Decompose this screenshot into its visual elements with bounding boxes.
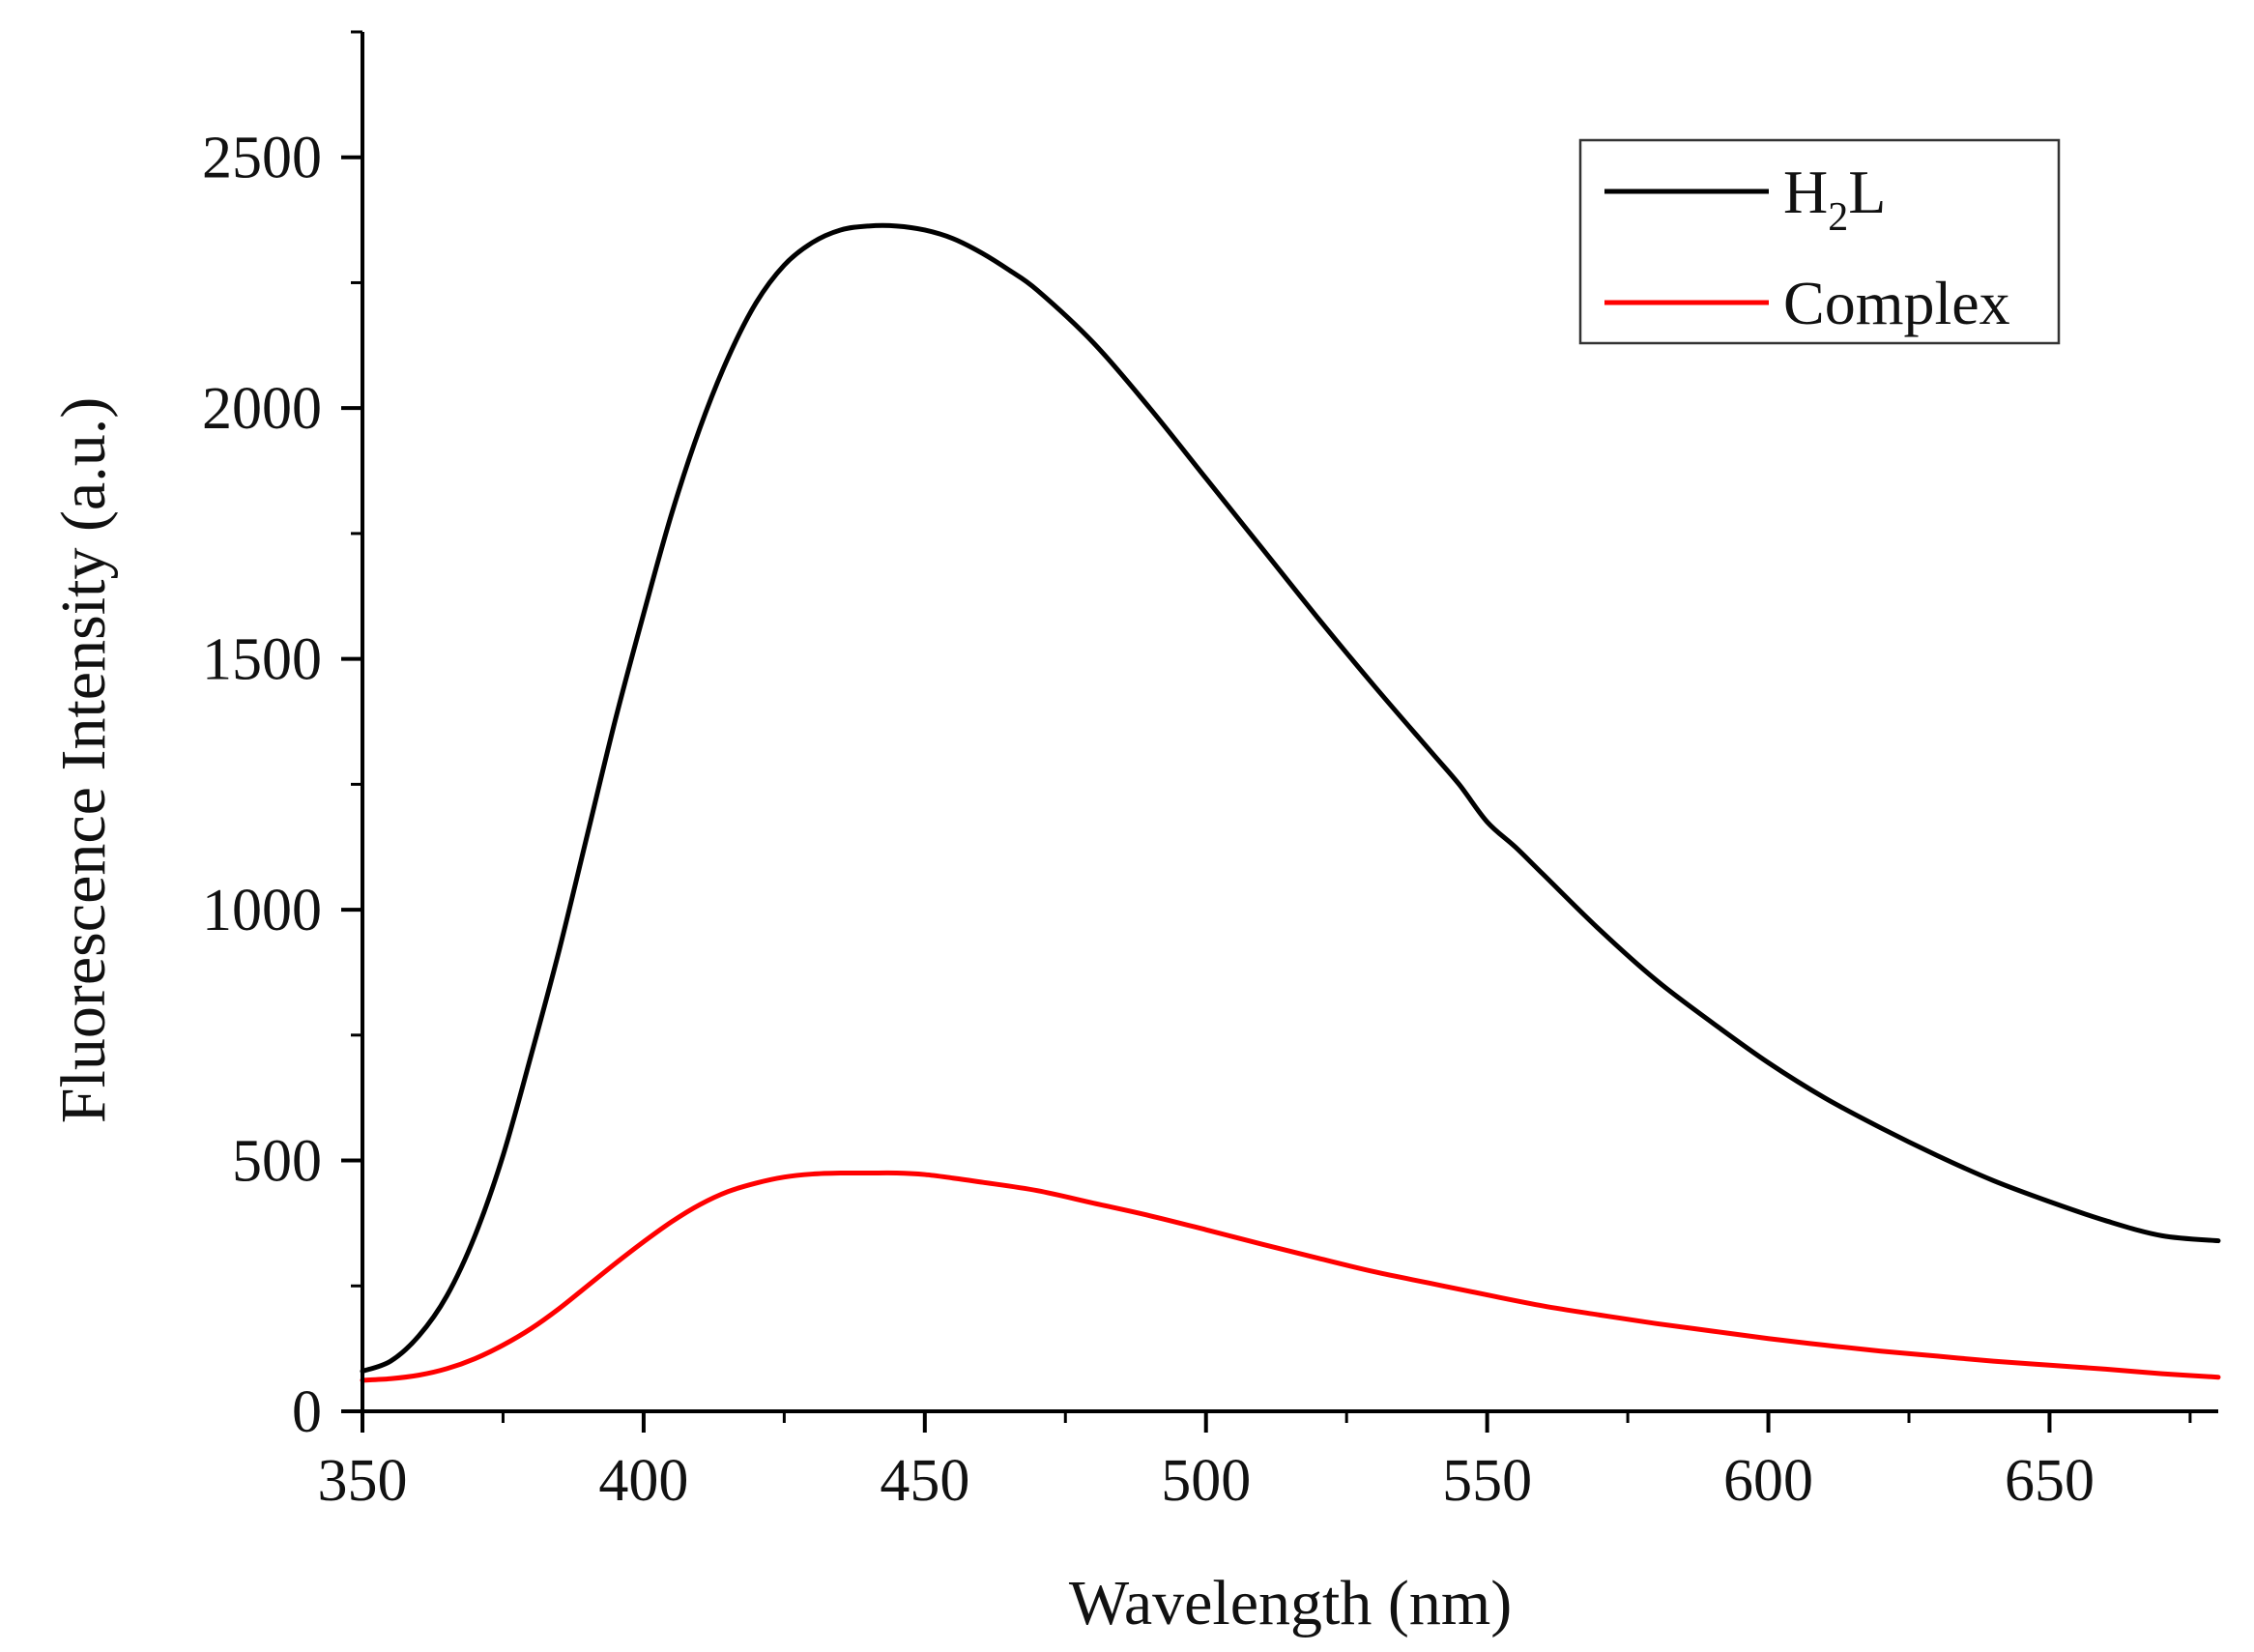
x-tick-label: 350 — [318, 1448, 408, 1514]
series-layer — [360, 222, 2221, 1383]
x-tick-label: 550 — [1442, 1448, 1532, 1514]
x-tick-label: 450 — [880, 1448, 969, 1514]
legend-label-h2l-tail: L — [1848, 158, 1886, 226]
y-tick-label: 500 — [232, 1129, 322, 1195]
x-axis-title: Wavelength (nm) — [1069, 1568, 1512, 1638]
tick-marks — [341, 30, 2192, 1433]
legend-box — [1578, 138, 2061, 345]
tick-labels: 350 400 450 500 550 600 650 0 500 1000 1500 2000 250… — [202, 126, 2095, 1514]
y-tick-label: 1000 — [202, 878, 322, 943]
y-tick-label: 1500 — [202, 627, 322, 693]
x-tick-label: 600 — [1723, 1448, 1813, 1514]
y-axis-title: Fluorescence Intensity (a.u.) — [48, 397, 119, 1123]
y-tick-label: 2500 — [202, 126, 322, 191]
series-line-h2l — [360, 222, 2221, 1374]
legend-label-h2l-subscript: 2 — [1828, 195, 1848, 240]
legend-label-h2l-main: H — [1783, 158, 1828, 226]
x-tick-label: 650 — [2005, 1448, 2095, 1514]
legend: H2L Complex — [1578, 138, 2061, 345]
x-tick-label: 400 — [598, 1448, 688, 1514]
x-tick-label: 500 — [1161, 1448, 1251, 1514]
legend-label-complex: Complex — [1783, 269, 2010, 337]
y-tick-label: 2000 — [202, 376, 322, 442]
y-tick-label: 0 — [292, 1379, 322, 1445]
legend-label-h2l: H2L — [1783, 158, 1886, 240]
series-line-complex — [360, 1170, 2221, 1383]
